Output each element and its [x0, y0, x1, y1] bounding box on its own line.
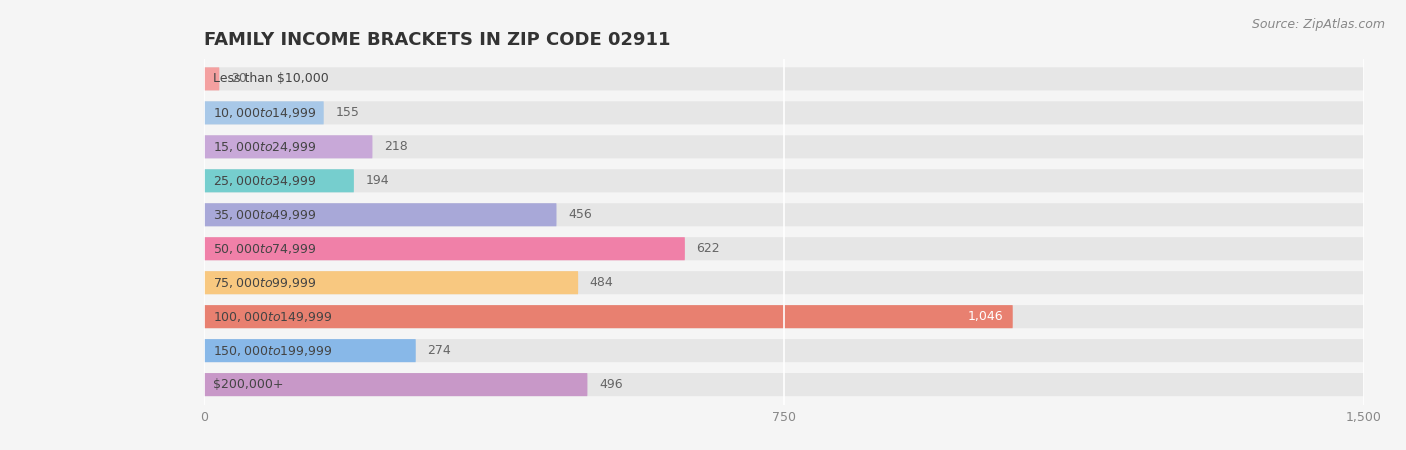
FancyBboxPatch shape — [204, 68, 219, 90]
Text: $200,000+: $200,000+ — [214, 378, 284, 391]
FancyBboxPatch shape — [204, 237, 1364, 260]
Text: $35,000 to $49,999: $35,000 to $49,999 — [214, 208, 316, 222]
Text: 1,046: 1,046 — [967, 310, 1004, 323]
FancyBboxPatch shape — [204, 373, 1364, 396]
Text: 218: 218 — [384, 140, 408, 153]
Text: $15,000 to $24,999: $15,000 to $24,999 — [214, 140, 316, 154]
FancyBboxPatch shape — [204, 339, 1364, 362]
FancyBboxPatch shape — [204, 135, 373, 158]
FancyBboxPatch shape — [204, 271, 1364, 294]
Text: 484: 484 — [589, 276, 613, 289]
FancyBboxPatch shape — [204, 271, 578, 294]
Text: $50,000 to $74,999: $50,000 to $74,999 — [214, 242, 316, 256]
Text: $25,000 to $34,999: $25,000 to $34,999 — [214, 174, 316, 188]
Text: $10,000 to $14,999: $10,000 to $14,999 — [214, 106, 316, 120]
Text: 194: 194 — [366, 174, 389, 187]
FancyBboxPatch shape — [204, 339, 416, 362]
Text: FAMILY INCOME BRACKETS IN ZIP CODE 02911: FAMILY INCOME BRACKETS IN ZIP CODE 02911 — [204, 31, 671, 49]
Text: Less than $10,000: Less than $10,000 — [214, 72, 329, 86]
Text: 496: 496 — [599, 378, 623, 391]
Text: Source: ZipAtlas.com: Source: ZipAtlas.com — [1251, 18, 1385, 31]
FancyBboxPatch shape — [204, 101, 323, 124]
FancyBboxPatch shape — [204, 237, 685, 260]
Text: 155: 155 — [335, 106, 359, 119]
FancyBboxPatch shape — [204, 169, 354, 192]
Text: 622: 622 — [696, 242, 720, 255]
FancyBboxPatch shape — [204, 169, 1364, 192]
FancyBboxPatch shape — [204, 203, 557, 226]
FancyBboxPatch shape — [204, 373, 588, 396]
Text: $150,000 to $199,999: $150,000 to $199,999 — [214, 344, 333, 358]
Text: 20: 20 — [231, 72, 247, 86]
FancyBboxPatch shape — [204, 203, 1364, 226]
FancyBboxPatch shape — [204, 68, 1364, 90]
Text: $75,000 to $99,999: $75,000 to $99,999 — [214, 276, 316, 290]
FancyBboxPatch shape — [204, 305, 1364, 328]
FancyBboxPatch shape — [204, 101, 1364, 124]
Text: 456: 456 — [568, 208, 592, 221]
Text: $100,000 to $149,999: $100,000 to $149,999 — [214, 310, 333, 324]
FancyBboxPatch shape — [204, 135, 1364, 158]
FancyBboxPatch shape — [204, 305, 1012, 328]
Text: 274: 274 — [427, 344, 451, 357]
